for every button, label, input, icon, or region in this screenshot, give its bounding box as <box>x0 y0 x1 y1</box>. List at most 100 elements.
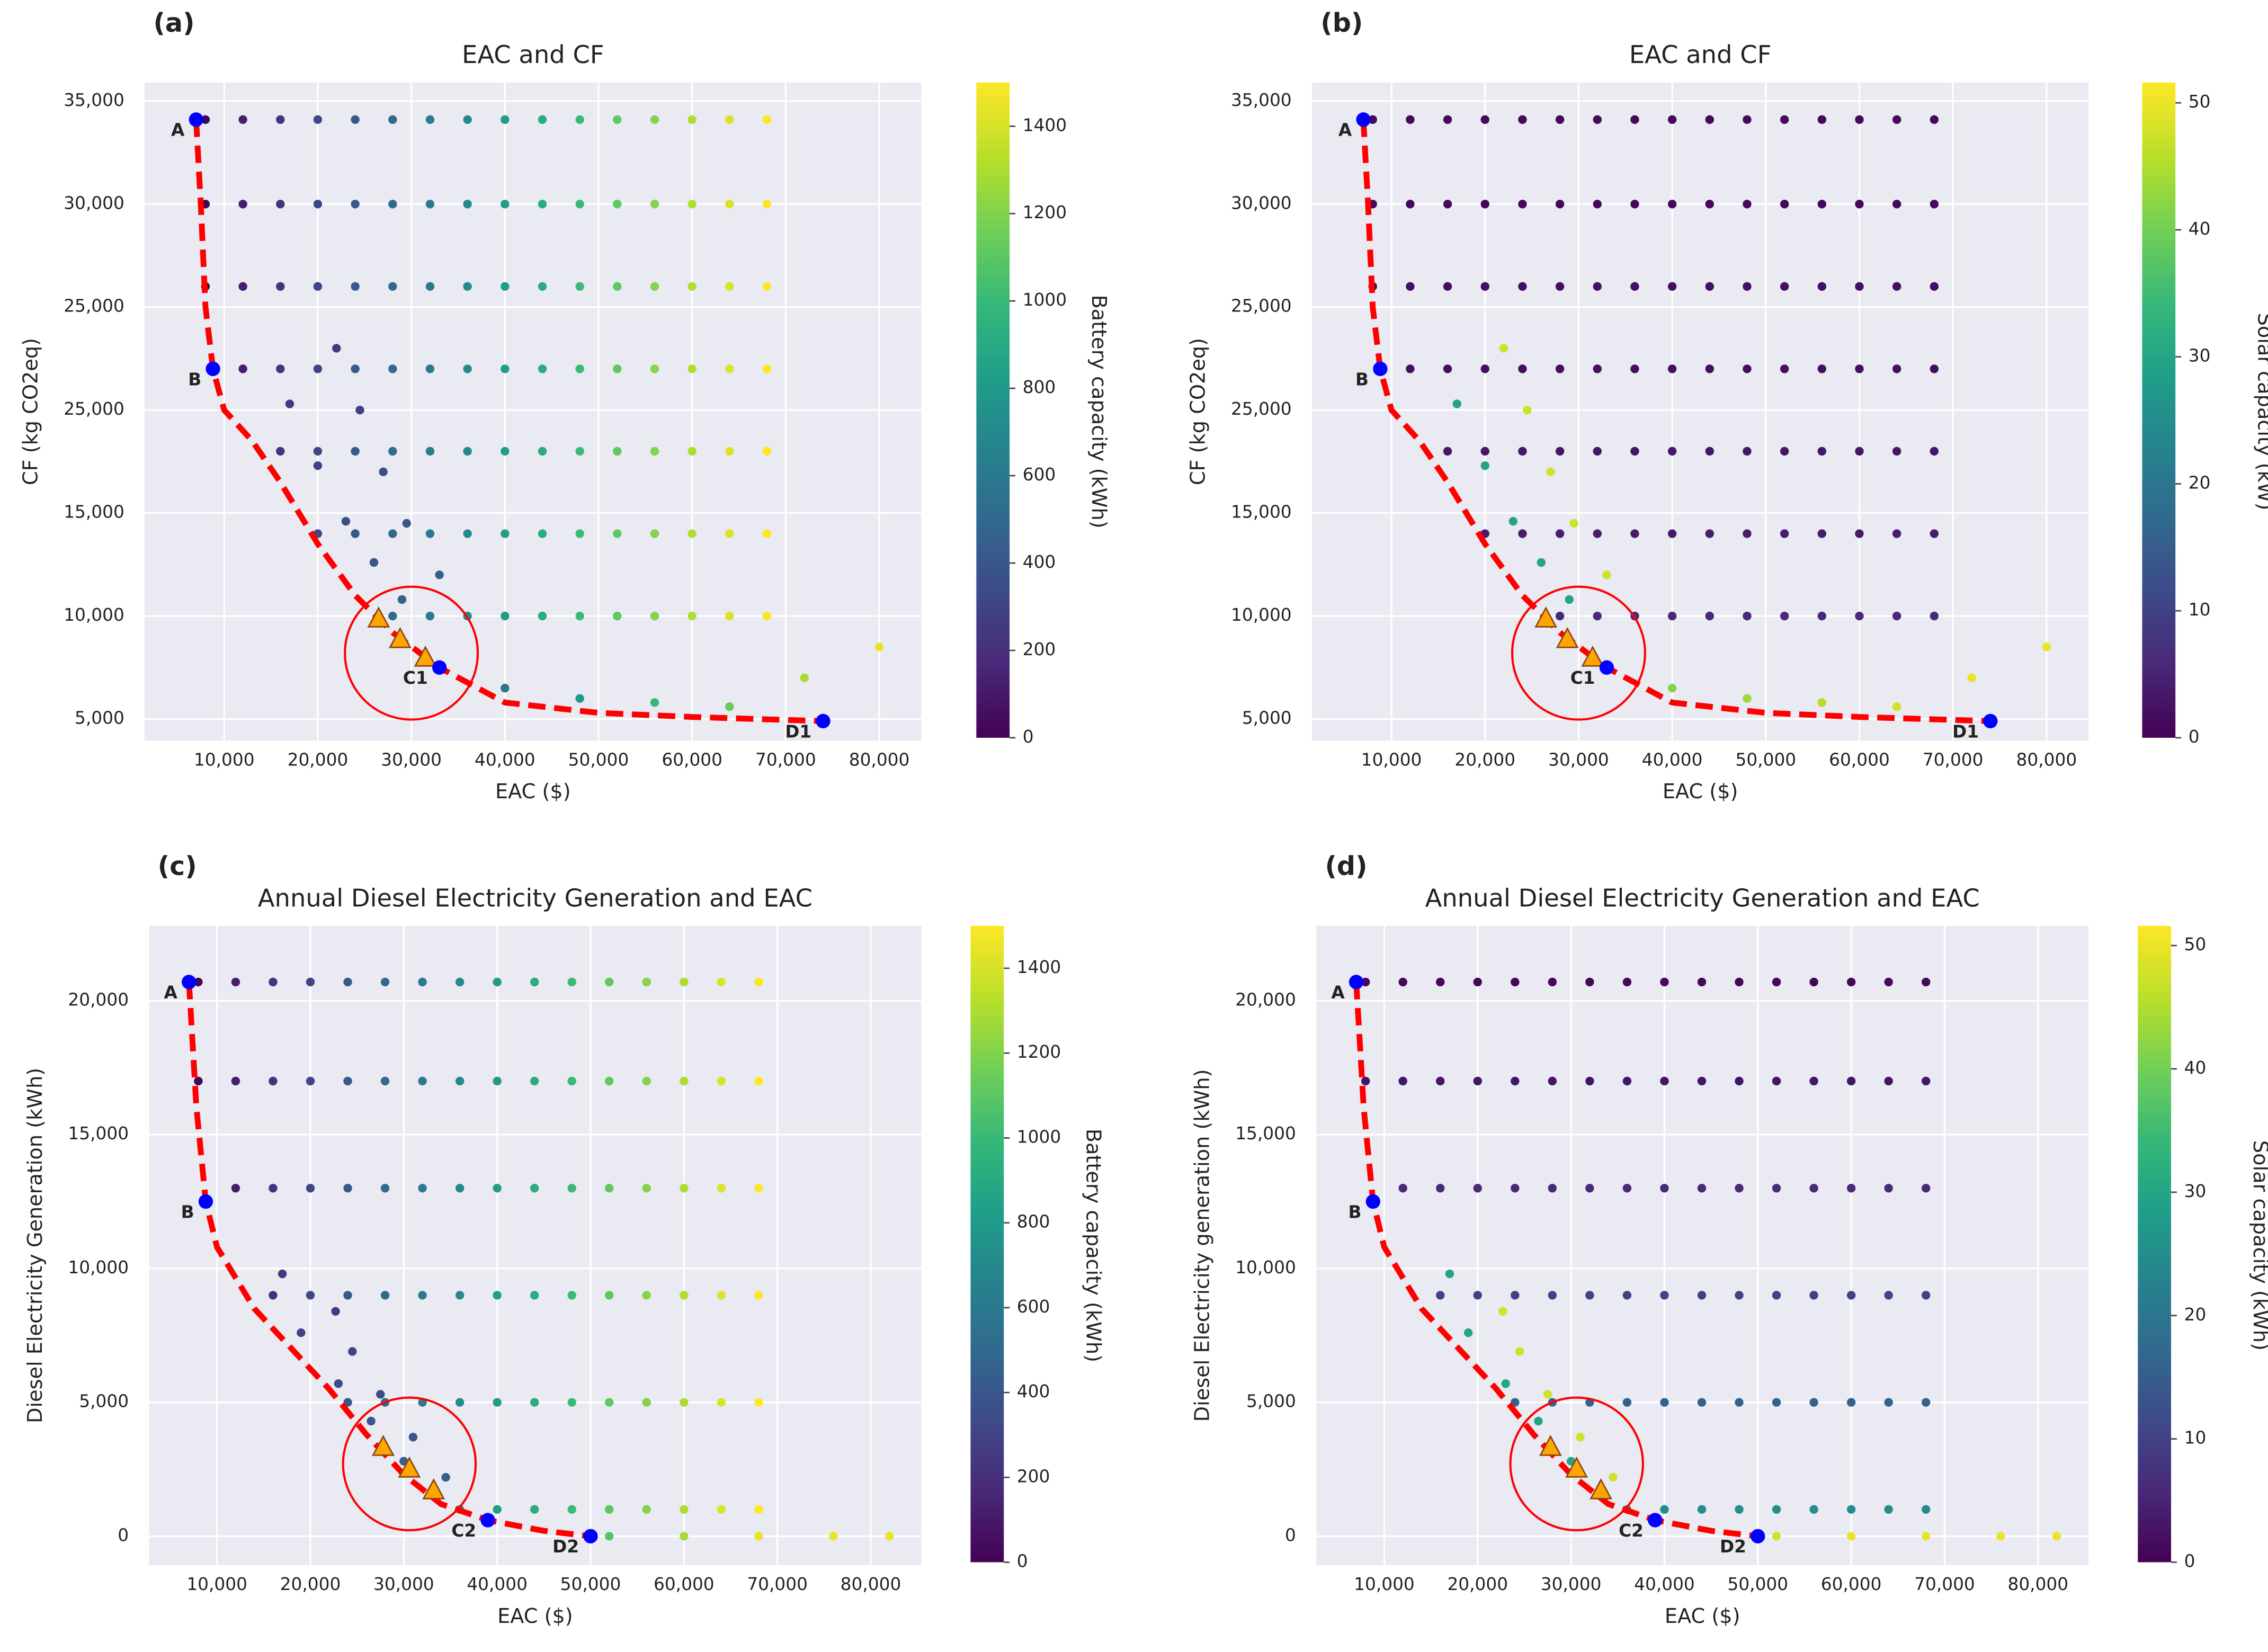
colorbar-tick-label: 400 <box>1017 1381 1050 1401</box>
scatter-point <box>1546 467 1555 477</box>
scatter-point <box>1892 282 1901 291</box>
scatter-point <box>1735 1076 1744 1086</box>
colorbar-tick-label: 50 <box>2189 92 2211 112</box>
triangle-marker <box>398 1456 421 1478</box>
triangle-marker <box>422 1478 445 1499</box>
y-axis-label: CF (kg CO2eq) <box>1186 338 1210 485</box>
scatter-point <box>463 200 472 209</box>
triangle-marker <box>1565 1456 1588 1478</box>
scatter-point <box>402 519 411 528</box>
scatter-point <box>605 1076 614 1086</box>
scatter-point <box>1705 529 1714 538</box>
y-tick-label: 20,000 <box>1235 989 1296 1010</box>
scatter-point <box>762 200 772 209</box>
colorbar-tick-label: 20 <box>2184 1305 2207 1325</box>
scatter-point <box>575 529 584 538</box>
scatter-point <box>278 1269 287 1279</box>
scatter-point <box>367 1416 376 1426</box>
scatter-point <box>1817 698 1827 707</box>
colorbar-tick-label: 1000 <box>1017 1127 1061 1147</box>
scatter-point <box>1609 1472 1618 1482</box>
colorbar-tick-label: 1400 <box>1023 115 1067 135</box>
x-tick-label: 70,000 <box>1914 1574 1975 1594</box>
scatter-point <box>343 977 352 987</box>
scatter-point <box>1817 364 1827 373</box>
scatter-point <box>1884 1076 1893 1086</box>
scatter-point <box>388 529 397 538</box>
scatter-point <box>331 1307 340 1316</box>
scatter-point <box>1817 529 1827 538</box>
scatter-point <box>231 1076 240 1086</box>
key-point-label: D2 <box>552 1537 579 1557</box>
scatter-point <box>687 282 697 291</box>
scatter-point <box>388 447 397 456</box>
y-tick-label: 15,000 <box>1231 502 1292 522</box>
key-point <box>1599 660 1614 675</box>
scatter-point <box>343 1291 352 1300</box>
scatter-point <box>1892 447 1901 456</box>
scatter-point <box>1499 344 1508 353</box>
x-tick-label: 80,000 <box>2016 750 2077 770</box>
scatter-point <box>435 570 444 579</box>
scatter-point <box>493 1291 502 1300</box>
scatter-point <box>538 529 547 538</box>
scatter-point <box>313 115 323 124</box>
scatter-point <box>575 282 584 291</box>
chart-title: Annual Diesel Electricity Generation and… <box>1425 883 1980 912</box>
scatter-point <box>605 977 614 987</box>
scatter-point <box>538 447 547 456</box>
scatter-point <box>1569 519 1578 528</box>
y-tick-label: 15,000 <box>1235 1123 1296 1144</box>
scatter-point <box>1452 399 1461 408</box>
scatter-point <box>650 529 659 538</box>
panel-label: (b) <box>1320 7 1363 38</box>
scatter-point <box>388 364 397 373</box>
scatter-point <box>1846 1532 1856 1541</box>
scatter-point <box>2042 642 2051 651</box>
scatter-point <box>829 1532 838 1541</box>
colorbar-tick-label: 0 <box>2184 1551 2195 1571</box>
scatter-point <box>1548 1076 1557 1086</box>
y-tick-label: 25,000 <box>64 296 124 316</box>
scatter-point <box>1443 364 1452 373</box>
key-point-label: C1 <box>1570 668 1595 688</box>
scatter-point <box>687 200 697 209</box>
scatter-point <box>1593 447 1602 456</box>
scatter-point <box>1368 115 1377 124</box>
scatter-point <box>1884 977 1893 987</box>
scatter-point <box>650 200 659 209</box>
scatter-point <box>1436 977 1445 987</box>
scatter-point <box>1667 200 1677 209</box>
scatter-point <box>1697 1291 1707 1300</box>
scatter-point <box>1930 282 1939 291</box>
scatter-point <box>463 282 472 291</box>
x-tick-label: 30,000 <box>1548 750 1609 770</box>
scatter-point <box>1443 282 1452 291</box>
scatter-point <box>1436 1291 1445 1300</box>
key-point-label: B <box>188 369 201 389</box>
scatter-point <box>680 1291 689 1300</box>
scatter-point <box>425 447 435 456</box>
scatter-point <box>1543 1390 1552 1399</box>
scatter-point <box>1922 1291 1931 1300</box>
scatter-point <box>276 115 285 124</box>
scatter-point <box>1518 529 1527 538</box>
scatter-point <box>425 364 435 373</box>
scatter-point <box>530 1505 539 1514</box>
scatter-point <box>650 364 659 373</box>
y-tick-label: 30,000 <box>1231 193 1292 213</box>
key-point <box>1751 1529 1765 1544</box>
chart-title: Annual Diesel Electricity Generation and… <box>258 883 812 912</box>
scatter-point <box>1892 200 1901 209</box>
scatter-point <box>1555 611 1565 621</box>
scatter-point <box>388 282 397 291</box>
scatter-point <box>231 977 240 987</box>
scatter-point <box>397 595 407 604</box>
scatter-point <box>380 1184 390 1193</box>
y-tick-label: 10,000 <box>1235 1257 1296 1278</box>
y-tick-label: 25,000 <box>64 399 124 419</box>
scatter-point <box>1892 364 1901 373</box>
scatter-point <box>238 282 247 291</box>
scatter-point <box>1817 282 1827 291</box>
